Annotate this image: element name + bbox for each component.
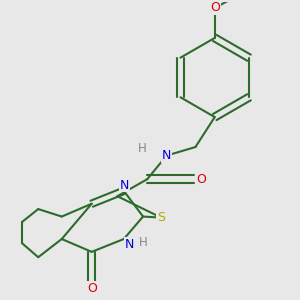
Text: H: H [138,142,146,154]
Text: S: S [157,211,165,224]
Text: H: H [139,236,148,249]
Text: N: N [162,149,171,162]
Text: O: O [196,172,206,186]
Text: N: N [125,238,134,251]
Text: O: O [87,282,97,296]
Text: N: N [120,178,129,192]
Text: O: O [210,2,220,14]
